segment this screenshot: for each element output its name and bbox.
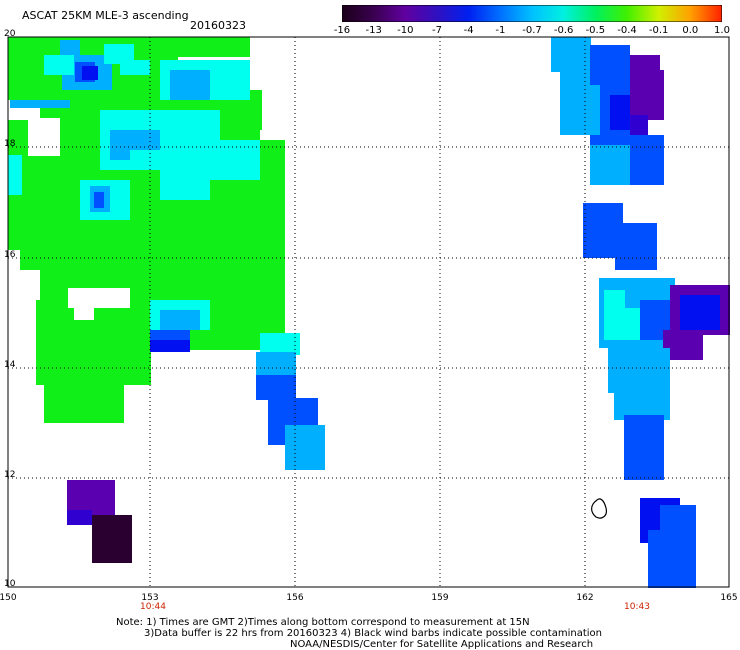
- wind-cell: [8, 155, 22, 195]
- latitude-label: 12: [4, 470, 15, 480]
- wind-cell: [10, 100, 70, 108]
- wind-swaths: [8, 37, 730, 588]
- latitude-label: 16: [4, 250, 16, 260]
- latitude-label: 20: [4, 29, 16, 39]
- color-scale-label: -10: [397, 25, 414, 36]
- longitude-label: 156: [286, 593, 303, 603]
- wind-cell: [608, 348, 670, 393]
- longitude-label: 150: [0, 593, 17, 603]
- longitude-labels: 150 153 156 159 162 165: [0, 593, 738, 603]
- wind-cell: [615, 223, 657, 270]
- color-scale-label: -4: [463, 25, 474, 36]
- wind-cell: [590, 145, 630, 185]
- wind-cell: [250, 90, 262, 130]
- color-scale-label: -13: [365, 25, 382, 36]
- color-scale-label: -1: [495, 25, 506, 36]
- latitude-labels: 20 18 16 14 12 10: [4, 29, 16, 589]
- wind-cell: [630, 115, 648, 135]
- wind-cell: [551, 37, 591, 72]
- wind-cell: [170, 37, 250, 57]
- wind-cell: [624, 415, 664, 480]
- color-scale-label: -16: [333, 25, 351, 36]
- footer-note-2: 3)Data buffer is 22 hrs from 20160323 4)…: [144, 628, 602, 639]
- time-labels: 10:44 10:43: [140, 602, 650, 612]
- wind-cell: [104, 44, 134, 64]
- latitude-label: 10: [4, 579, 16, 589]
- product-title: ASCAT 25KM MLE-3 ascending: [22, 9, 189, 22]
- footer-credit: NOAA/NESDIS/Center for Satellite Applica…: [290, 639, 594, 650]
- color-scale-label: -7: [432, 25, 442, 36]
- color-scale-label: -0.6: [553, 25, 574, 36]
- wind-cell: [150, 330, 190, 340]
- wind-cell: [67, 510, 92, 525]
- wind-cell: [150, 340, 190, 352]
- color-scale-label: -0.4: [617, 25, 637, 36]
- latitude-label: 18: [4, 139, 16, 149]
- color-scale-label: -0.7: [522, 25, 542, 36]
- wind-cell: [44, 55, 74, 75]
- wind-cell: [160, 170, 210, 200]
- wind-cell: [44, 385, 124, 423]
- color-scale-label: 1.0: [714, 25, 730, 36]
- pass-time-label: 10:43: [624, 602, 650, 612]
- wind-cell: [256, 352, 296, 377]
- island-outline: [591, 498, 607, 519]
- color-scale-labels: -16 -13 -10 -7 -4 -1 -0.7 -0.6 -0.5 -0.4 -0.1 0.0 1.…: [330, 25, 740, 39]
- color-scale-label: -0.1: [648, 25, 669, 36]
- color-scale-gradient: [342, 5, 722, 22]
- wind-cell: [648, 530, 696, 588]
- wind-cell: [94, 192, 104, 208]
- product-date: 20160323: [190, 19, 246, 32]
- longitude-label: 153: [141, 593, 158, 603]
- color-scale-label: 0.0: [682, 25, 699, 36]
- color-scale-bar: [342, 5, 722, 22]
- wind-cell: [260, 333, 300, 355]
- wind-cell: [285, 425, 325, 470]
- wind-cell: [170, 70, 210, 100]
- longitude-label: 165: [720, 593, 737, 603]
- wind-cell: [92, 515, 132, 563]
- footer-note-1: Note: 1) Times are GMT 2)Times along bot…: [116, 617, 530, 628]
- map-frame: [7, 36, 730, 588]
- wind-cell: [8, 200, 28, 250]
- wind-cell: [82, 66, 98, 80]
- wind-cell: [256, 375, 296, 400]
- wind-cell: [590, 45, 630, 85]
- longitude-label: 162: [576, 593, 593, 603]
- pass-time-label: 10:44: [140, 602, 166, 612]
- wind-cell: [74, 300, 94, 320]
- latitude-label: 14: [4, 360, 16, 370]
- wind-cell: [130, 150, 170, 170]
- gridlines: [8, 37, 729, 587]
- wind-cell: [120, 60, 150, 75]
- wind-cell: [36, 350, 151, 385]
- color-scale-label: -0.5: [585, 25, 606, 36]
- wind-cell: [680, 295, 720, 330]
- wind-cell: [630, 70, 664, 120]
- wind-cell: [160, 310, 200, 330]
- longitude-label: 159: [431, 593, 448, 603]
- wind-cell: [28, 118, 60, 156]
